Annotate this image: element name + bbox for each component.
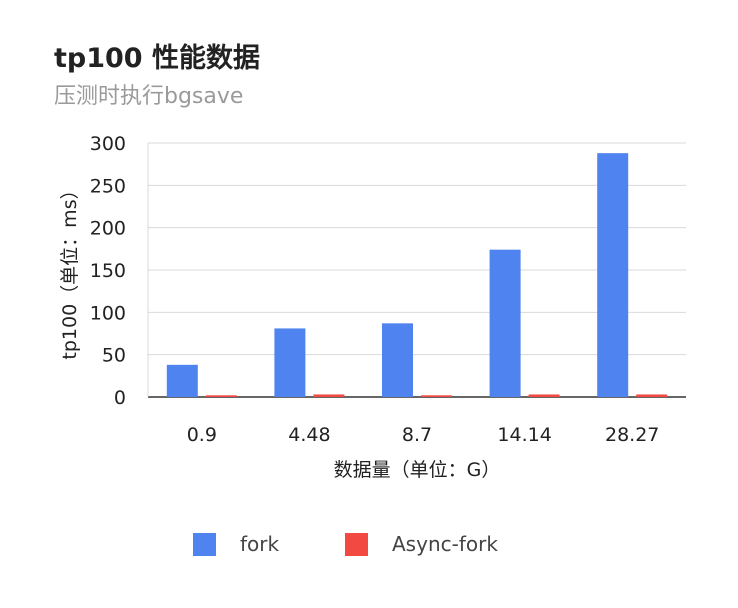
x-axis-label: 数据量（单位：G）	[334, 459, 501, 481]
x-axis-ticks: 0.9 4.48 8.7 14.14 28.27	[187, 424, 660, 446]
bar-fork-0.9	[166, 364, 198, 397]
legend-label-fork: fork	[240, 532, 280, 556]
x-tick-label: 28.27	[605, 424, 659, 446]
bar-async-fork-4.48	[313, 394, 345, 397]
legend-label-async-fork: Async-fork	[392, 532, 498, 556]
bar-fork-14.14	[489, 249, 521, 397]
y-axis-ticks: 0 50 100 150 200 250 300	[90, 133, 126, 409]
bar-async-fork-0.9	[205, 395, 237, 397]
y-axis-label: tp100（单位：ms）	[59, 180, 81, 359]
x-tick-label: 14.14	[497, 424, 551, 446]
x-tick-label: 4.48	[288, 424, 330, 446]
bars	[166, 153, 668, 397]
y-tick-label: 0	[114, 387, 126, 409]
x-tick-label: 0.9	[187, 424, 217, 446]
chart-title: tp100 性能数据	[54, 43, 260, 74]
bar-async-fork-8.7	[421, 395, 452, 397]
y-tick-label: 100	[90, 302, 126, 324]
y-tick-label: 300	[90, 133, 126, 155]
gridlines	[147, 142, 686, 398]
bar-async-fork-14.14	[528, 394, 560, 397]
y-tick-label: 200	[90, 218, 126, 240]
bar-fork-28.27	[597, 153, 629, 397]
y-tick-label: 250	[90, 175, 126, 197]
legend-swatch-async-fork	[345, 533, 368, 556]
bar-fork-4.48	[274, 328, 306, 397]
bar-async-fork-28.27	[636, 394, 668, 397]
bar-fork-8.7	[382, 323, 413, 397]
legend: fork Async-fork	[193, 532, 498, 556]
y-tick-label: 150	[90, 260, 126, 282]
x-tick-label: 8.7	[402, 424, 432, 446]
y-tick-label: 50	[102, 345, 126, 367]
legend-swatch-fork	[193, 533, 216, 556]
chart-subtitle: 压测时执行bgsave	[54, 84, 244, 109]
